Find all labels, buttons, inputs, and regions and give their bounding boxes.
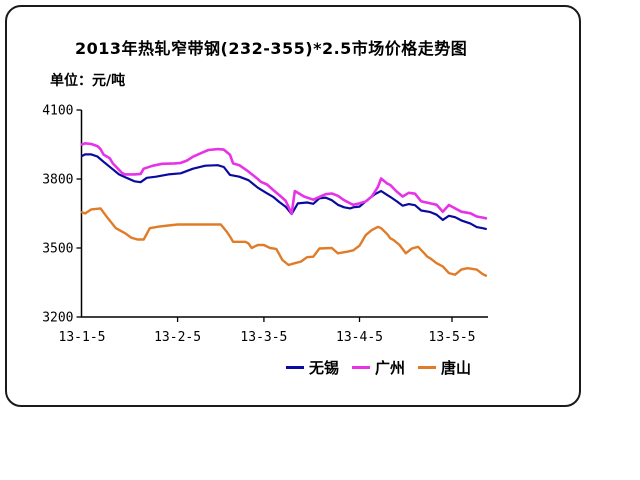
x-tick-label: 13-4-5 [336,330,383,345]
legend-item-tangshan: 唐山 [418,357,471,378]
unit-label: 单位：元/吨 [50,73,126,89]
chart-title: 2013年热轧窄带钢(232-355)*2.5市场价格走势图 [75,39,468,58]
chart-legend: 无锡 广州 唐山 [286,357,484,378]
y-tick-label: 3800 [42,173,73,188]
legend-item-guangzhou: 广州 [352,357,405,378]
chart-frame [5,5,581,407]
legend-label-tangshan: 唐山 [441,359,472,377]
legend-swatch-wuxi [286,366,304,369]
legend-label-wuxi: 无锡 [309,359,340,377]
x-tick-label: 13-3-5 [240,330,287,345]
legend-item-wuxi: 无锡 [286,357,339,378]
series-line-tangshan [80,207,488,277]
series-line-wuxi [80,153,487,230]
legend-label-guangzhou: 广州 [375,359,406,377]
series-line-guangzhou [80,142,488,220]
y-tick-label: 3200 [42,311,73,326]
legend-swatch-tangshan [418,366,437,369]
x-tick-label: 13-1-5 [59,330,106,345]
x-tick-label: 13-5-5 [429,330,476,345]
y-tick-label: 4100 [42,104,73,119]
x-tick-label: 13-2-5 [154,330,201,345]
legend-swatch-guangzhou [352,366,371,369]
axis-lines [80,110,488,318]
y-tick-label: 3500 [42,242,73,257]
